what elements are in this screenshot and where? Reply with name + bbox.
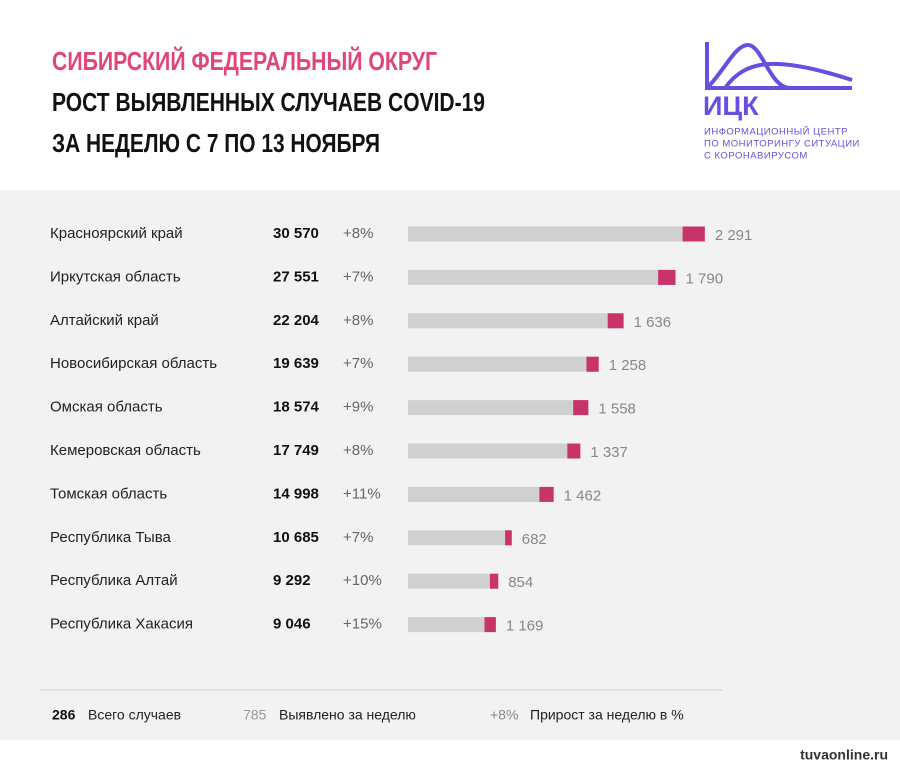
- weekly-bar: [539, 486, 554, 502]
- growth-label: +7%: [343, 529, 373, 546]
- weekly-bar: [573, 400, 589, 416]
- logo-text: ИНФОРМАЦИОННЫЙ ЦЕНТР: [704, 126, 848, 138]
- total-bar: [408, 617, 496, 633]
- total-label: 18 574: [273, 399, 320, 416]
- legend-sample: 785: [243, 707, 267, 723]
- weekly-bar: [658, 269, 676, 285]
- total-bar: [408, 356, 599, 372]
- total-bar: [408, 443, 581, 459]
- total-bar: [408, 269, 676, 285]
- legend-label: Всего случаев: [88, 707, 181, 723]
- growth-label: +10%: [343, 572, 382, 589]
- growth-label: +8%: [343, 312, 373, 329]
- total-label: 9 292: [273, 572, 311, 589]
- weekly-label: 1 790: [686, 270, 724, 287]
- subtitle: РОСТ ВЫЯВЛЕННЫХ СЛУЧАЕВ COVID-19: [52, 87, 485, 117]
- category-label: Республика Хакасия: [50, 616, 193, 633]
- weekly-bar: [607, 313, 624, 329]
- category-label: Красноярский край: [50, 225, 183, 242]
- total-label: 14 998: [273, 485, 319, 502]
- total-label: 27 551: [273, 268, 319, 285]
- logo-text: С КОРОНАВИРУСОМ: [704, 151, 808, 162]
- total-label: 17 749: [273, 442, 319, 459]
- weekly-bar: [567, 443, 581, 459]
- weekly-bar: [489, 573, 499, 589]
- category-label: Омская область: [50, 399, 163, 416]
- category-label: Томская область: [50, 485, 167, 502]
- growth-label: +11%: [343, 485, 381, 502]
- category-label: Республика Алтай: [50, 572, 178, 589]
- growth-label: +9%: [343, 399, 373, 416]
- total-bar: [408, 400, 589, 416]
- category-label: Республика Тыва: [50, 529, 172, 546]
- total-label: 19 639: [273, 355, 319, 372]
- growth-label: +7%: [343, 268, 373, 285]
- total-bar: [408, 226, 705, 242]
- weekly-label: 682: [522, 531, 547, 548]
- logo-text: ПО МОНИТОРИНГУ СИТУАЦИИ: [704, 139, 860, 150]
- weekly-label: 2 291: [715, 227, 753, 244]
- legend-label: Выявлено за неделю: [279, 707, 416, 723]
- weekly-label: 1 636: [634, 314, 672, 331]
- category-label: Кемеровская область: [50, 442, 201, 459]
- total-bar: [408, 486, 554, 502]
- weekly-bar: [586, 356, 599, 372]
- legend-sample: +8%: [490, 707, 518, 723]
- source: tuvaonline.ru: [800, 747, 888, 763]
- total-label: 10 685: [273, 529, 319, 546]
- weekly-label: 1 169: [506, 618, 544, 635]
- total-label: 30 570: [273, 225, 319, 242]
- total-bar: [408, 530, 512, 546]
- weekly-label: 1 558: [598, 401, 636, 418]
- weekly-label: 1 462: [564, 487, 602, 504]
- total-label: 9 046: [273, 616, 311, 633]
- weekly-label: 1 337: [590, 444, 628, 461]
- total-bar: [408, 313, 624, 329]
- weekly-label: 1 258: [609, 357, 647, 374]
- category-label: Алтайский край: [50, 312, 159, 329]
- total-bar: [408, 573, 499, 589]
- logo-name: ИЦК: [703, 91, 759, 121]
- legend-sample: 286: [52, 707, 76, 723]
- weekly-bar: [682, 226, 705, 242]
- growth-label: +15%: [343, 616, 382, 633]
- growth-label: +8%: [343, 442, 373, 459]
- title: СИБИРСКИЙ ФЕДЕРАЛЬНЫЙ ОКРУГ: [52, 46, 437, 76]
- growth-label: +7%: [343, 355, 373, 372]
- legend-label: Прирост за неделю в %: [530, 707, 684, 723]
- total-label: 22 204: [273, 312, 320, 329]
- category-label: Новосибирская область: [50, 355, 217, 372]
- growth-label: +8%: [343, 225, 373, 242]
- weekly-label: 854: [508, 574, 533, 591]
- weekly-bar: [505, 530, 512, 546]
- logo-icon: [705, 42, 853, 90]
- subtitle: ЗА НЕДЕЛЮ С 7 ПО 13 НОЯБРЯ: [52, 128, 380, 158]
- category-label: Иркутская область: [50, 268, 181, 285]
- weekly-bar: [484, 617, 496, 633]
